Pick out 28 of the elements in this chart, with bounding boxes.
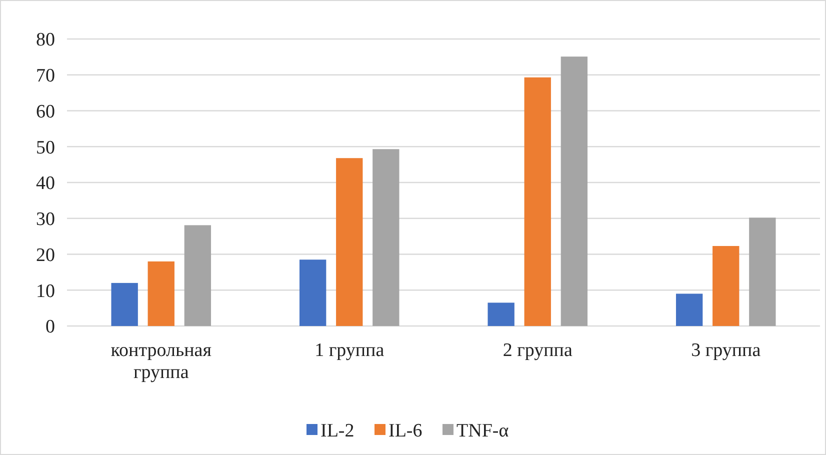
bar [372, 149, 400, 326]
y-tick-label: 70 [36, 66, 55, 87]
bar [488, 302, 514, 326]
legend-label: IL-2 [320, 420, 354, 442]
x-tick-label: 1 группа [314, 340, 385, 361]
bar [560, 56, 588, 326]
x-tick-label: 3 группа [691, 340, 762, 361]
y-tick-label: 60 [36, 101, 55, 122]
legend-label: TNF-α [456, 420, 509, 442]
y-tick-label: 50 [36, 137, 55, 158]
bar [299, 260, 326, 326]
y-tick-label: 30 [36, 209, 55, 230]
y-tick-label: 20 [36, 244, 55, 266]
bar [184, 225, 212, 326]
y-tick-label: 0 [46, 316, 55, 338]
bar [148, 261, 174, 326]
bar [749, 218, 776, 326]
bar [524, 77, 551, 326]
bar [336, 158, 363, 326]
y-tick-label: 40 [36, 173, 55, 194]
y-tick-label: 80 [36, 30, 55, 51]
x-tick-label: 2 группа [502, 340, 573, 361]
legend-label: IL-6 [388, 420, 422, 442]
bar [712, 246, 740, 326]
y-tick-label: 10 [36, 280, 55, 302]
x-tick-label: контрольная группа [110, 340, 212, 383]
bar [676, 294, 703, 326]
bar [111, 282, 138, 326]
